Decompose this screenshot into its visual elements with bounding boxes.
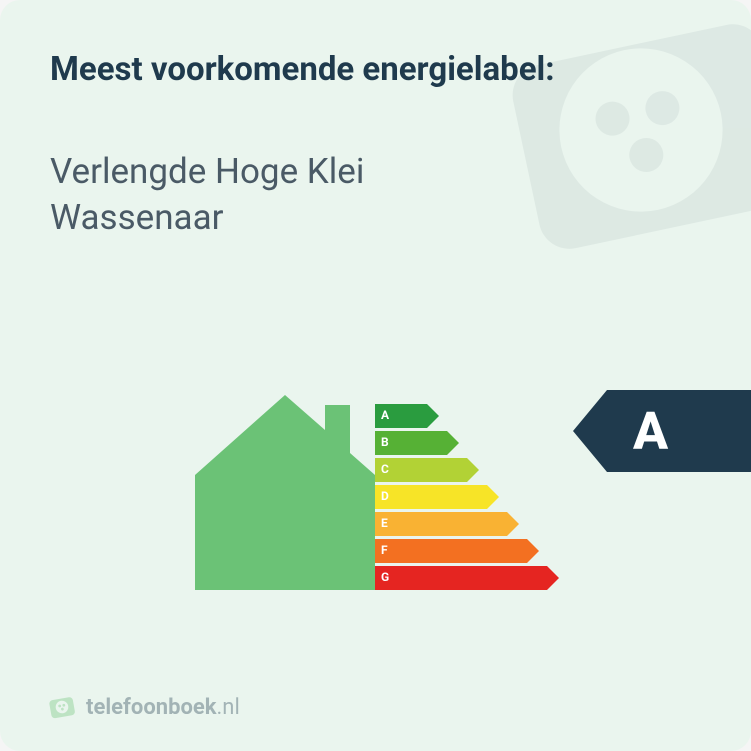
energy-bar-label: A [381,408,389,422]
footer-brand-bold: telefoonboek [86,695,217,720]
energy-bar-c: C [375,458,559,482]
location-line-2: Wassenaar [50,195,701,241]
energy-bar-label: G [381,570,389,584]
energy-bar-f: F [375,539,559,563]
location-line-1: Verlengde Hoge Klei [50,149,701,195]
content-area: Meest voorkomende energielabel: Verlengd… [50,50,701,240]
footer-brand-domain: .nl [217,695,240,720]
location-text: Verlengde Hoge Klei Wassenaar [50,149,701,240]
result-letter: A [633,401,668,462]
footer-brand: telefoonboek.nl [86,695,240,720]
energy-bar-g: G [375,566,559,590]
energy-card: Meest voorkomende energielabel: Verlengd… [0,0,751,751]
energy-bar-e: E [375,512,559,536]
card-title: Meest voorkomende energielabel: [50,50,701,89]
energy-bar-a: A [375,404,559,428]
energy-bar-label: E [381,516,388,530]
energy-bar-label: D [381,489,389,503]
house-icon [195,390,375,590]
energy-bar-d: D [375,485,559,509]
energy-bar-b: B [375,431,559,455]
energy-bar-label: B [381,435,389,449]
result-badge: A [573,390,751,472]
energy-bar-label: F [381,543,388,557]
footer: telefoonboek.nl [48,693,240,721]
footer-logo-icon [48,693,76,721]
energy-bar-label: C [381,462,389,476]
energy-bars: ABCDEFG [375,404,559,593]
